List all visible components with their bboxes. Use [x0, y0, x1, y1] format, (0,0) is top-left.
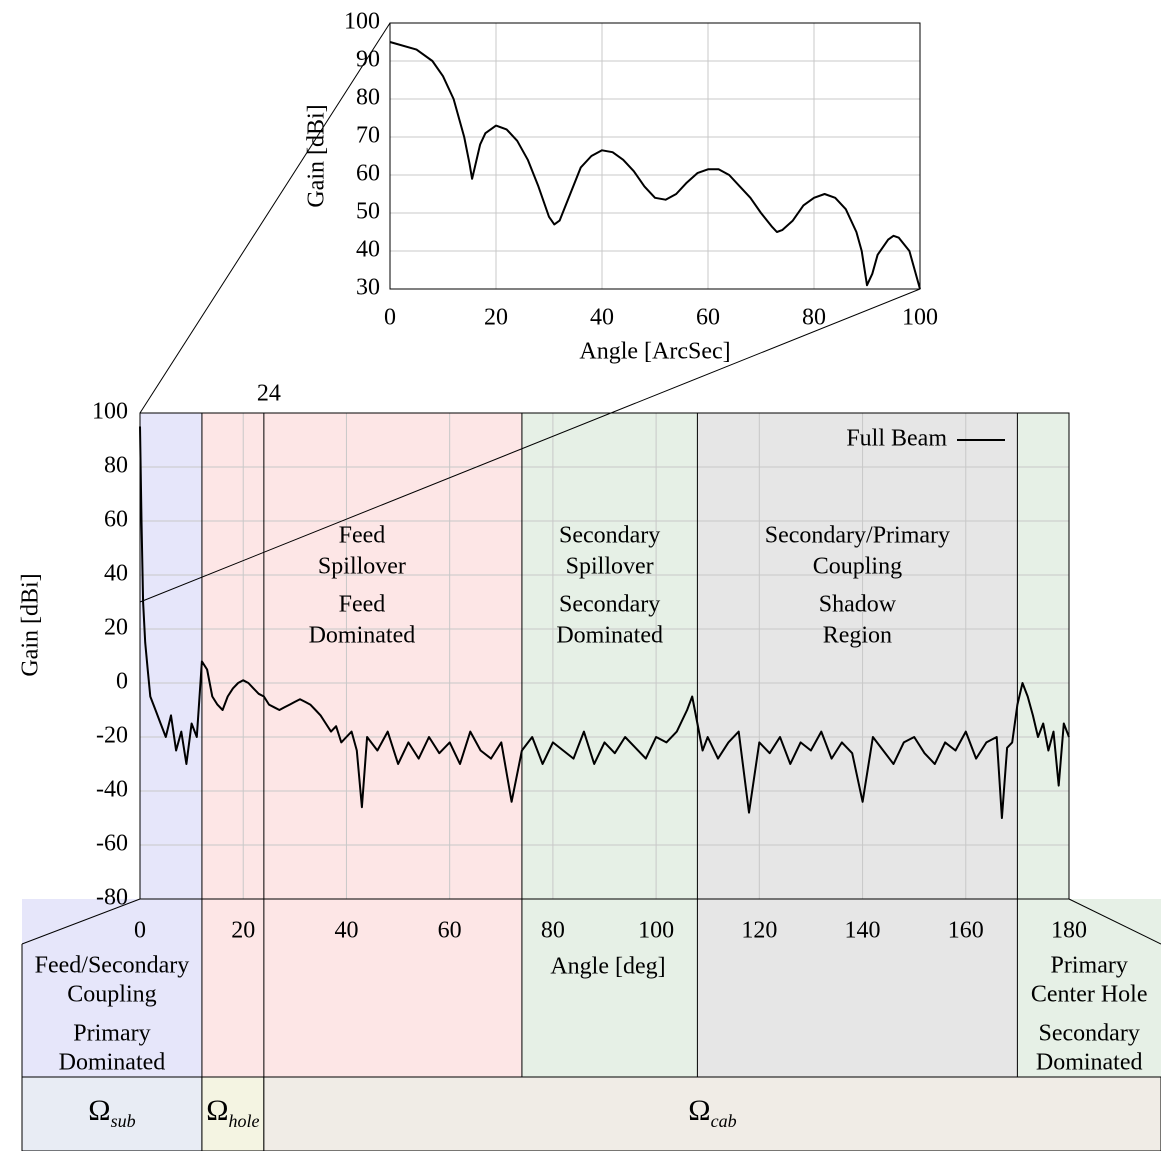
region-label: Feed	[339, 523, 386, 549]
region-label: Spillover	[566, 554, 654, 580]
region-band-lower	[521, 899, 698, 1077]
coverage-symbol: Ω	[688, 1094, 710, 1127]
y-tick-label: -60	[96, 831, 128, 857]
region-label: Feed/Secondary	[35, 953, 190, 979]
coverage-subscript: sub	[111, 1111, 136, 1131]
region-label: Primary	[73, 1021, 150, 1047]
coverage-subscript: hole	[229, 1111, 260, 1131]
region-band-lower	[697, 899, 1018, 1077]
x-tick-label: 140	[845, 918, 881, 944]
zoom-connector	[139, 288, 921, 603]
y-tick-label: -40	[96, 777, 128, 803]
region-label: Shadow	[819, 592, 897, 618]
region-band-lower	[201, 899, 522, 1077]
x-tick-label: 100	[638, 918, 674, 944]
region-band-lower	[1017, 899, 1161, 1077]
y-axis-title: Gain [dBi]	[18, 573, 44, 676]
coverage-subscript: cab	[711, 1111, 737, 1131]
y-tick-label: 20	[104, 615, 128, 641]
y-tick-label: 30	[356, 275, 380, 301]
region-label: Dominated	[1036, 1050, 1143, 1076]
x-tick-label: 0	[134, 918, 146, 944]
x-axis-title: Angle [deg]	[550, 954, 665, 980]
data-line	[389, 41, 921, 290]
region-label: Center Hole	[1031, 982, 1148, 1008]
zoom-edge	[1068, 898, 1161, 945]
marked-angle-label: 24	[257, 381, 281, 407]
y-tick-label: 80	[104, 453, 128, 479]
coverage-label: Ωhole	[206, 1094, 259, 1131]
x-tick-label: 0	[384, 305, 396, 331]
region-label: Dominated	[59, 1050, 166, 1076]
x-tick-label: 20	[231, 918, 255, 944]
coverage-cell	[263, 1076, 1161, 1151]
region-band	[201, 413, 522, 899]
y-tick-label: -80	[96, 885, 128, 911]
x-tick-label: 180	[1051, 918, 1087, 944]
coverage-label: Ωcab	[688, 1094, 736, 1131]
region-label: Coupling	[67, 982, 156, 1008]
y-tick-label: 0	[116, 669, 128, 695]
region-band	[140, 413, 202, 899]
x-tick-label: 20	[484, 305, 508, 331]
region-label: Secondary/Primary	[765, 523, 950, 549]
plot-frame	[389, 22, 921, 290]
region-label: Feed	[339, 592, 386, 618]
region-band	[697, 413, 1018, 899]
x-tick-label: 40	[334, 918, 358, 944]
x-tick-label: 120	[741, 918, 777, 944]
y-tick-label: 40	[104, 561, 128, 587]
y-tick-label: 100	[344, 9, 380, 35]
region-band	[1017, 413, 1069, 899]
y-tick-label: 100	[92, 399, 128, 425]
region-label: Coupling	[813, 554, 902, 580]
y-tick-label: 60	[356, 161, 380, 187]
region-label: Dominated	[556, 623, 663, 649]
y-tick-label: -20	[96, 723, 128, 749]
coverage-symbol: Ω	[206, 1094, 228, 1127]
y-tick-label: 50	[356, 199, 380, 225]
zoom-connector	[139, 22, 391, 414]
region-label: Spillover	[318, 554, 406, 580]
region-band-lower	[22, 899, 202, 1077]
y-tick-label: 40	[356, 237, 380, 263]
x-tick-label: 60	[438, 918, 462, 944]
region-band	[521, 413, 698, 899]
inset-background	[390, 23, 920, 289]
data-line	[139, 426, 1070, 819]
region-label: Primary	[1051, 953, 1128, 979]
x-tick-label: 100	[902, 305, 938, 331]
region-label: Secondary	[559, 592, 660, 618]
region-label: Region	[823, 623, 892, 649]
y-tick-label: 70	[356, 123, 380, 149]
coverage-label: Ωsub	[88, 1094, 135, 1131]
y-axis-title: Gain [dBi]	[304, 104, 330, 207]
x-tick-label: 60	[696, 305, 720, 331]
region-label: Dominated	[309, 623, 416, 649]
zoom-edge	[21, 898, 141, 945]
region-label: Secondary	[559, 523, 660, 549]
x-tick-label: 80	[541, 918, 565, 944]
y-tick-label: 90	[356, 47, 380, 73]
plot-frame	[139, 412, 1070, 900]
x-axis-title: Angle [ArcSec]	[579, 339, 730, 365]
coverage-symbol: Ω	[88, 1094, 110, 1127]
y-tick-label: 80	[356, 85, 380, 111]
coverage-cell	[201, 1076, 265, 1151]
x-tick-label: 160	[948, 918, 984, 944]
region-label: Secondary	[1039, 1021, 1140, 1047]
x-tick-label: 80	[802, 305, 826, 331]
y-tick-label: 60	[104, 507, 128, 533]
x-tick-label: 40	[590, 305, 614, 331]
legend-label: Full Beam	[846, 426, 947, 452]
